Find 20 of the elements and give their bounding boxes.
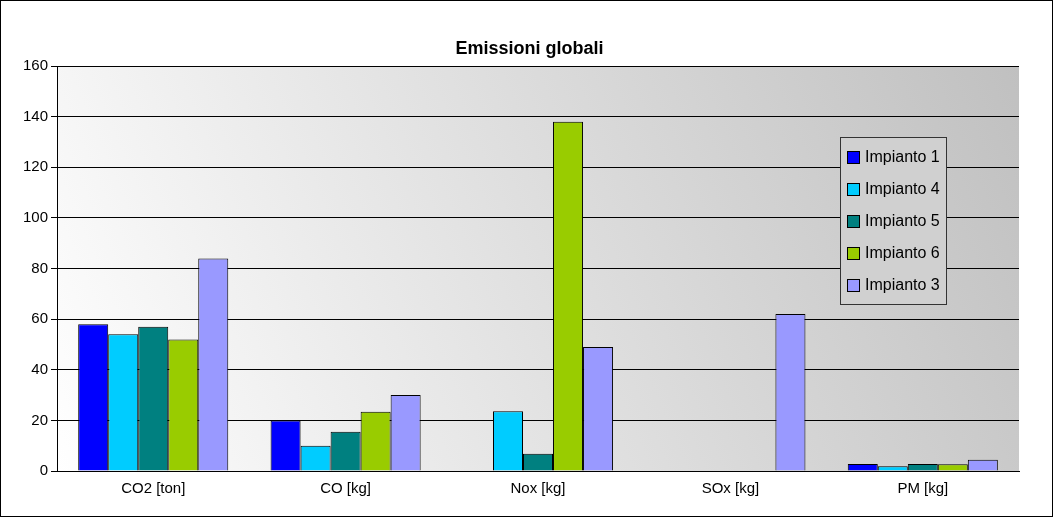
chart-title: Emissioni globali (455, 38, 604, 58)
y-tick-label: 160 (23, 56, 49, 74)
x-tick-label: CO2 [ton] (121, 479, 186, 497)
y-tick-label: 100 (23, 208, 49, 226)
legend-label: Impianto 3 (865, 276, 940, 294)
y-tick-label: 140 (23, 106, 49, 124)
y-tick-label: 60 (31, 309, 49, 327)
legend-label: Impianto 4 (865, 180, 940, 198)
x-tick-label: Nox [kg] (510, 479, 566, 497)
y-tick-label: 80 (31, 258, 49, 276)
y-tick-label: 20 (31, 410, 49, 428)
y-tick-label: 120 (23, 157, 49, 175)
x-tick-label: CO [kg] (320, 479, 372, 497)
x-tick-label: SOx [kg] (701, 479, 760, 497)
legend-label: Impianto 6 (865, 244, 940, 262)
legend-label: Impianto 5 (865, 212, 940, 230)
y-tick-label: 0 (39, 461, 49, 479)
legend-label: Impianto 1 (865, 148, 940, 166)
x-tick-label: PM [kg] (897, 479, 949, 497)
y-tick-label: 40 (31, 359, 49, 377)
